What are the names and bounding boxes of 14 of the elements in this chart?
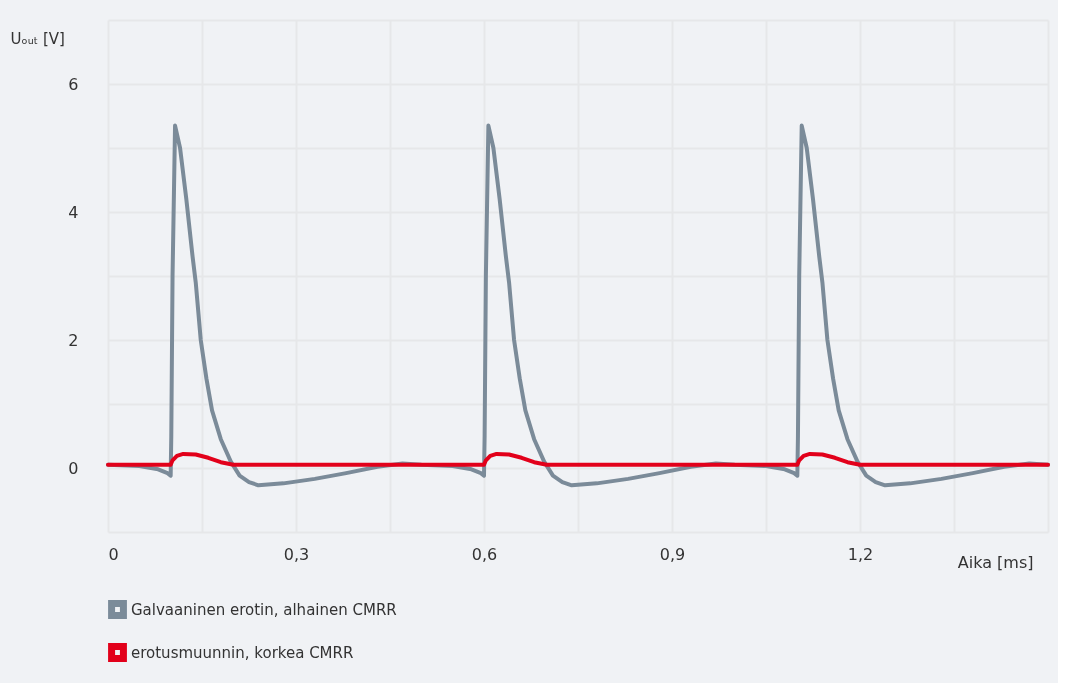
- line-series: [106, 451, 1050, 467]
- y-tick-label: 2: [68, 330, 79, 350]
- y-tick-label: 0: [68, 458, 79, 478]
- x-axis-title: Aika [ms]: [957, 552, 1034, 572]
- legend-label: erotusmuunnin, korkea CMRR: [131, 643, 354, 662]
- x-tick-label: 0,6: [471, 544, 498, 564]
- x-tick-label: 1,2: [847, 544, 874, 564]
- x-tick-label: 0,9: [659, 544, 686, 564]
- x-tick-label: 0,3: [283, 544, 310, 564]
- legend-label: Galvaaninen erotin, alhainen CMRR: [131, 600, 397, 619]
- y-axis-title: Uₒᵤₜ [V]: [10, 29, 65, 48]
- y-tick-label: 6: [68, 74, 79, 94]
- x-tick-label: 0: [108, 544, 119, 564]
- y-tick-label: 4: [68, 202, 79, 222]
